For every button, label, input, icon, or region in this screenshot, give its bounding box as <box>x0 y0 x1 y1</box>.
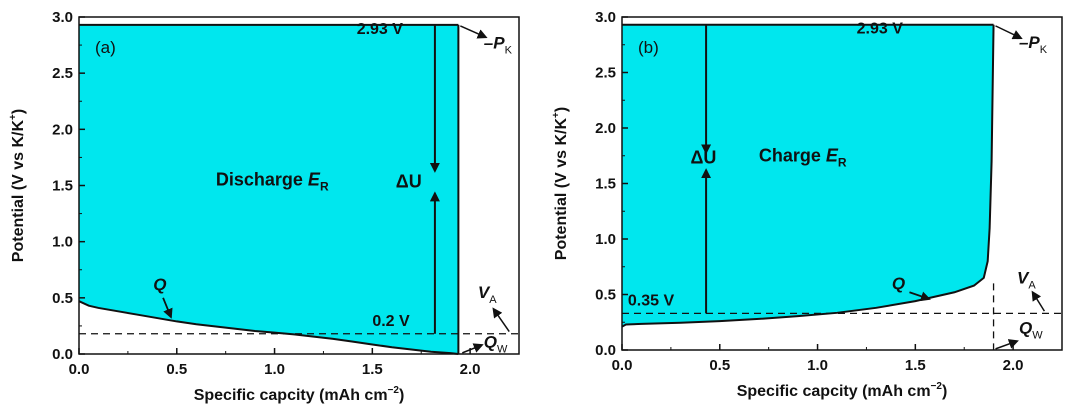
y-tick-label: 0.0 <box>595 342 616 359</box>
y-tick-label: 3.0 <box>595 9 616 26</box>
bottom-voltage-label: 0.2 V <box>372 313 410 330</box>
y-tick-label: 2.0 <box>595 120 616 137</box>
y-tick-label: 3.0 <box>52 9 73 26</box>
y-tick-label: 2.5 <box>595 65 616 82</box>
discharge-energy-area <box>79 24 459 354</box>
pk-arrow <box>995 25 1023 40</box>
y-tick-label: 1.0 <box>52 234 73 251</box>
y-tick-label: 0.5 <box>52 290 73 307</box>
x-tick-label: 2.0 <box>1003 357 1024 374</box>
va-label: VA <box>1017 268 1036 291</box>
y-tick-label: 1.5 <box>595 176 616 193</box>
qw-arrow <box>995 339 1019 350</box>
qw-label: QW <box>484 332 508 355</box>
x-tick-label: 1.5 <box>362 361 383 378</box>
y-tick-label: 1.0 <box>595 231 616 248</box>
y-tick-label: 0.5 <box>595 287 616 304</box>
x-axis-label: Specific capcity (mAh cm−2) <box>737 381 948 400</box>
q-arrow <box>909 291 931 302</box>
pk-label: –PK <box>484 33 513 56</box>
y-tick-label: 2.0 <box>52 121 73 138</box>
qw-label: QW <box>1019 318 1043 341</box>
chart-panel-b: 0.0 0.5 1.0 1.5 2.0 2.5 3.0 0.0 0.5 1.0 1.5 2.0 (b… <box>551 9 1063 400</box>
pk-label: –PK <box>1019 33 1048 56</box>
x-axis-ticks: 0.0 0.5 1.0 1.5 2.0 <box>612 344 1024 374</box>
x-tick-label: 0.0 <box>69 361 90 378</box>
region-label: Charge ER <box>759 145 847 169</box>
qw-arrow <box>462 343 484 354</box>
y-axis-ticks: 0.0 0.5 1.0 1.5 2.0 2.5 3.0 <box>52 9 85 363</box>
x-tick-label: 0.0 <box>612 357 633 374</box>
panel-label: (b) <box>638 38 659 57</box>
q-label: Q <box>892 274 905 293</box>
charge-curve <box>621 24 995 328</box>
x-axis-ticks: 0.0 0.5 1.0 1.5 2.0 <box>69 348 481 378</box>
charge-energy-area <box>622 24 994 327</box>
x-tick-label: 2.0 <box>460 361 481 378</box>
y-axis-label: Potential (V vs K/K+) <box>551 107 570 260</box>
top-voltage-label: 2.93 V <box>857 21 904 38</box>
q-arrow <box>162 297 173 319</box>
discharge-curve <box>78 300 459 355</box>
va-label: VA <box>478 283 497 306</box>
pk-arrow <box>460 25 488 39</box>
va-arrow <box>1031 290 1046 312</box>
x-tick-label: 1.0 <box>264 361 285 378</box>
chart-panel-a: 0.0 0.5 1.0 1.5 2.0 2.5 3.0 0.0 0.5 1.0 1.5 2.0 (a… <box>8 9 520 404</box>
x-tick-label: 0.5 <box>166 361 187 378</box>
x-axis-label: Specific capcity (mAh cm−2) <box>194 385 405 404</box>
y-tick-label: 1.5 <box>52 178 73 195</box>
y-tick-label: 0.0 <box>52 346 73 363</box>
region-label: Discharge ER <box>216 170 329 194</box>
panel-label: (a) <box>95 38 116 57</box>
x-tick-label: 1.5 <box>905 357 926 374</box>
top-voltage-label: 2.93 V <box>357 21 404 38</box>
q-label: Q <box>153 275 166 294</box>
va-arrow <box>492 307 510 332</box>
y-tick-label: 2.5 <box>52 65 73 82</box>
y-axis-label: Potential (V vs K/K+) <box>8 109 27 262</box>
delta-u-label: ΔU <box>396 172 422 192</box>
x-tick-label: 0.5 <box>709 357 730 374</box>
x-tick-label: 1.0 <box>807 357 828 374</box>
y-axis-ticks: 0.0 0.5 1.0 1.5 2.0 2.5 3.0 <box>595 9 628 359</box>
delta-u-label: ΔU <box>690 148 716 168</box>
bottom-voltage-label: 0.35 V <box>628 293 675 310</box>
